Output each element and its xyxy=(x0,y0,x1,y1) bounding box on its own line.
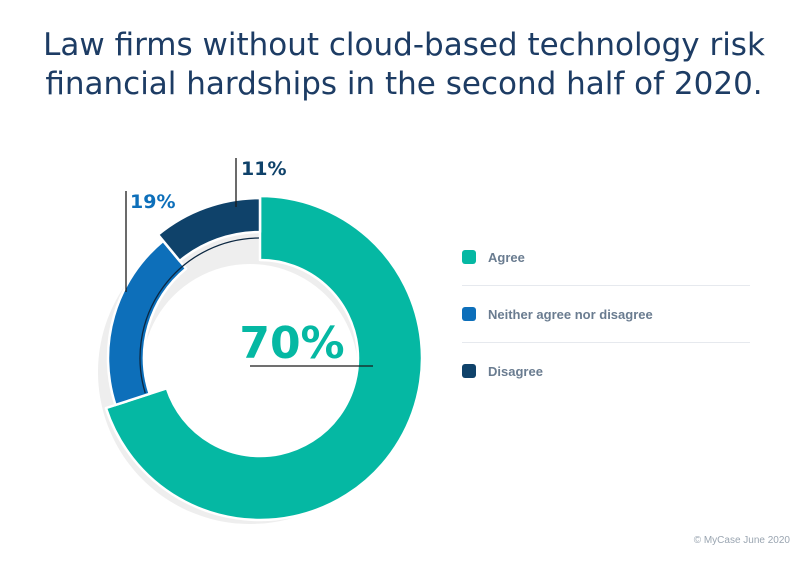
legend-item-disagree: Disagree xyxy=(462,357,750,385)
label-layer: 70% 19% 11% xyxy=(125,158,373,369)
legend-swatch-neither xyxy=(462,307,476,321)
legend: Agree Neither agree nor disagree Disagre… xyxy=(462,243,750,385)
label-agree-percent: 70% xyxy=(239,318,344,369)
legend-divider xyxy=(462,285,750,286)
donut-slice-disagree xyxy=(156,196,262,263)
donut-slice-neither-agree-nor-disagree xyxy=(106,239,188,407)
legend-item-neither: Neither agree nor disagree xyxy=(462,300,750,328)
legend-divider xyxy=(462,342,750,343)
inner-accent-arc xyxy=(139,237,259,394)
chart-title: Law firms without cloud-based technology… xyxy=(0,26,808,104)
copyright-text: © MyCase June 2020 xyxy=(693,535,790,546)
legend-swatch-disagree xyxy=(462,364,476,378)
legend-label-disagree: Disagree xyxy=(488,363,543,379)
donut-layer xyxy=(97,194,424,524)
donut-slice-agree xyxy=(104,194,424,522)
chart-title-line-2: financial hardships in the second half o… xyxy=(45,66,763,102)
legend-label-neither: Neither agree nor disagree xyxy=(488,306,653,322)
label-neither-percent: 19% xyxy=(130,191,175,213)
legend-swatch-agree xyxy=(462,250,476,264)
label-disagree-percent: 11% xyxy=(241,158,286,180)
chart-title-line-1: Law firms without cloud-based technology… xyxy=(43,27,765,63)
legend-label-agree: Agree xyxy=(488,249,525,265)
legend-item-agree: Agree xyxy=(462,243,750,271)
